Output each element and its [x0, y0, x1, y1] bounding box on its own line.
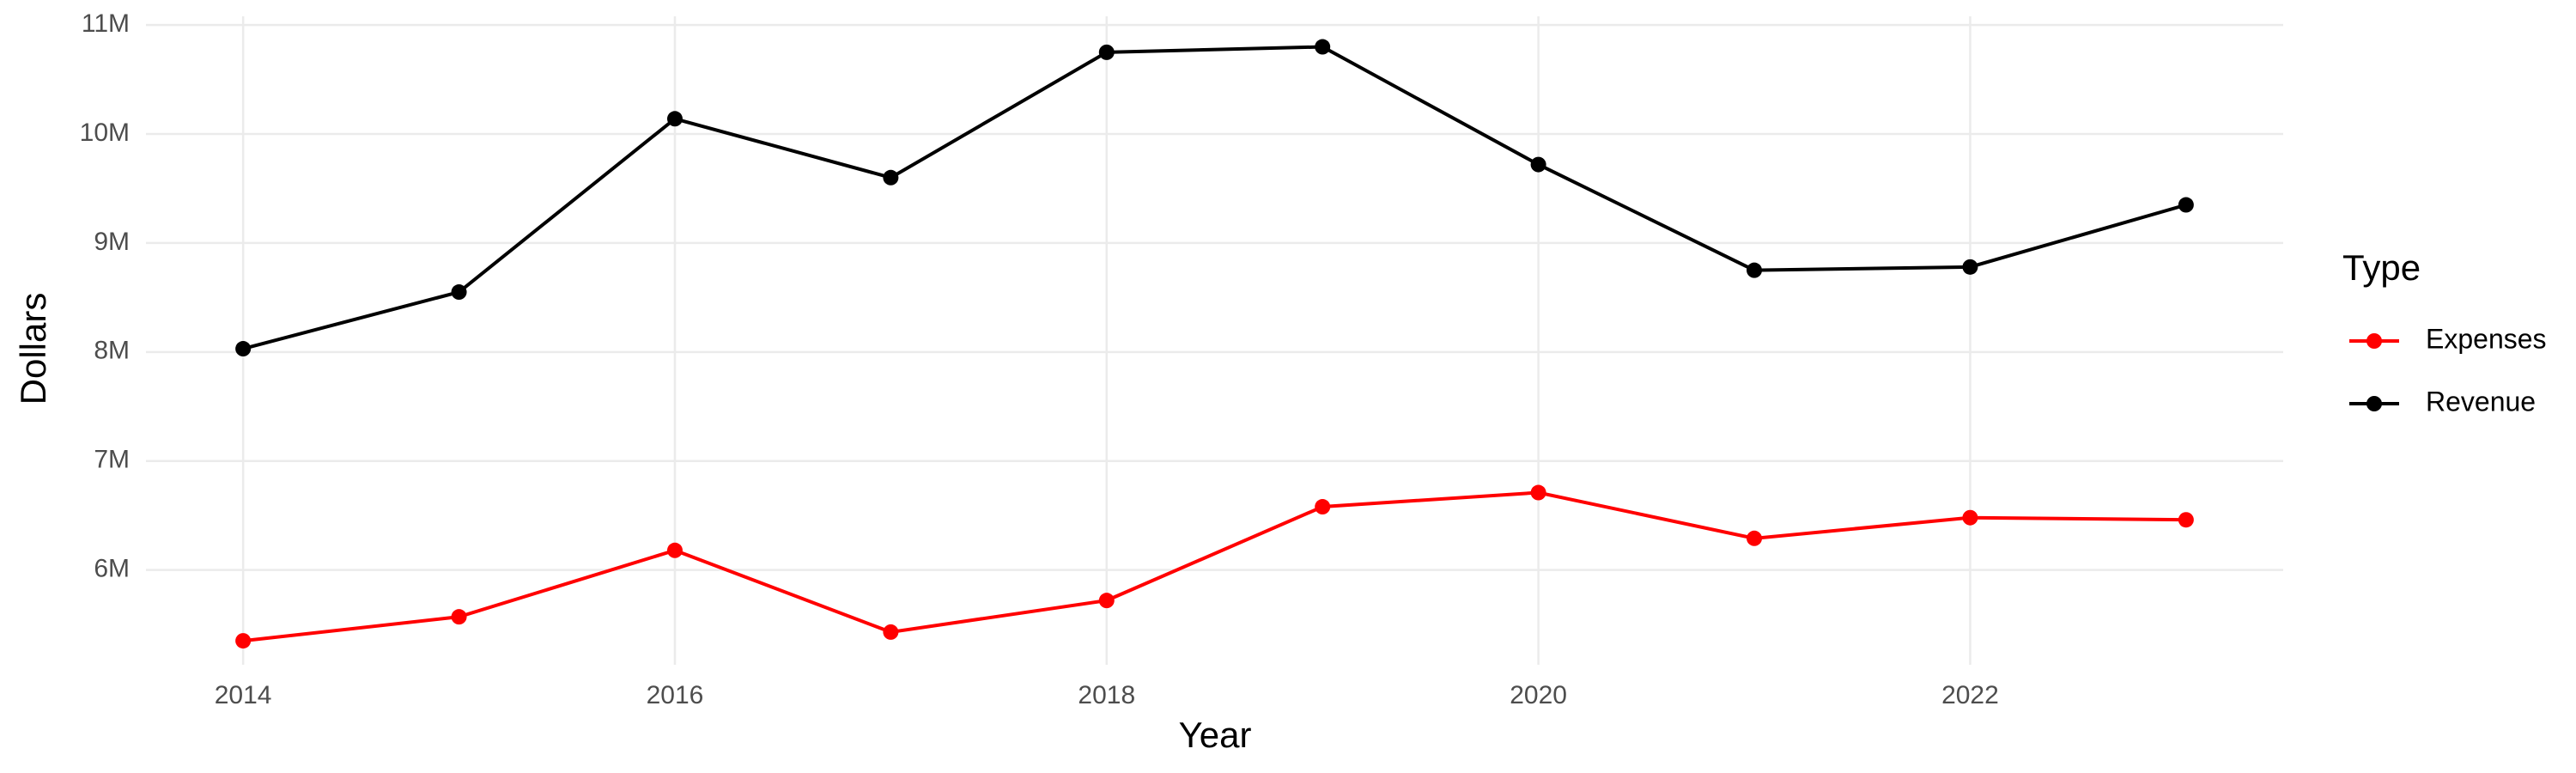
series-line [242, 45, 2187, 350]
y-axis-title: Dollars [13, 293, 53, 405]
data-point [1747, 262, 1763, 278]
data-point [1962, 509, 1978, 526]
data-point [666, 111, 683, 127]
data-point [883, 624, 899, 640]
data-point [2178, 512, 2194, 528]
data-point [235, 341, 252, 357]
data-point [451, 284, 467, 301]
x-tick-label: 2020 [1510, 681, 1567, 709]
data-point [1315, 39, 1331, 55]
data-point [235, 633, 252, 649]
x-tick-label: 2022 [1941, 681, 1999, 709]
y-tick-label: 11M [82, 9, 130, 38]
x-tick-label: 2014 [215, 681, 272, 709]
x-axis-title: Year [1179, 715, 1252, 755]
series-line [242, 490, 2186, 643]
y-tick-label: 6M [94, 555, 130, 583]
y-tick-label: 10M [80, 119, 130, 147]
data-point [2178, 197, 2194, 213]
legend-marker [2366, 396, 2382, 411]
x-tick-label: 2016 [647, 681, 704, 709]
data-point [1530, 156, 1546, 173]
data-point [1747, 530, 1763, 546]
y-tick-label: 7M [94, 446, 130, 474]
data-point [451, 609, 467, 625]
data-point [1962, 259, 1978, 275]
y-tick-label: 8M [94, 337, 130, 365]
legend-label: Revenue [2426, 386, 2536, 417]
y-tick-label: 9M [94, 228, 130, 256]
grid [146, 16, 2283, 665]
data-point [883, 169, 899, 186]
legend-label: Expenses [2426, 323, 2547, 354]
legend-title: Type [2342, 247, 2421, 288]
data-point [1530, 484, 1546, 501]
data-point [1098, 44, 1115, 60]
x-tick-label: 2018 [1078, 681, 1135, 709]
legend-marker [2366, 333, 2382, 349]
data-point [1098, 593, 1115, 609]
data-point [666, 542, 683, 558]
data-point [1315, 499, 1331, 515]
